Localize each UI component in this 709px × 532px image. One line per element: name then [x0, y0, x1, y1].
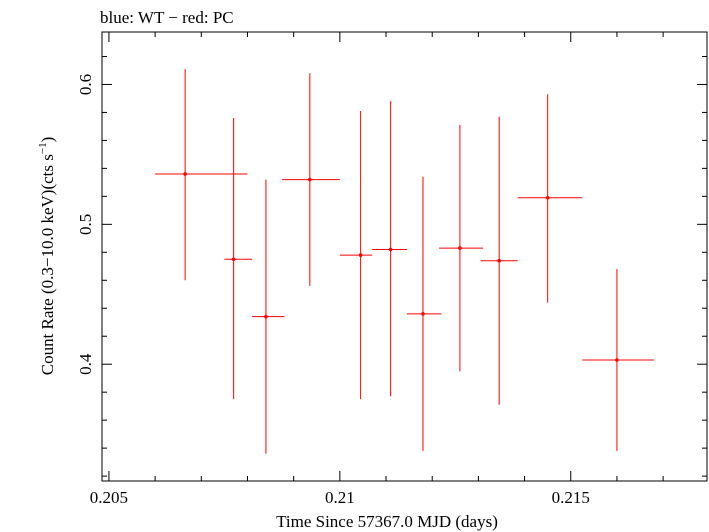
- y-axis-label-superscript: −1: [37, 142, 49, 154]
- point-marker: [545, 195, 550, 200]
- point-marker: [458, 246, 462, 250]
- data-point: [480, 116, 518, 405]
- point-marker: [497, 258, 501, 263]
- point-marker: [264, 314, 268, 319]
- y-axis-label-end: ): [38, 137, 57, 143]
- data-point: [439, 125, 484, 372]
- point-marker: [231, 257, 236, 262]
- plot-frame: [101, 31, 708, 482]
- data-point: [224, 118, 253, 400]
- point-marker: [388, 247, 393, 252]
- y-axis-label-main: Count Rate (0.3−10.0 keV)(cts s: [38, 154, 57, 375]
- point-marker: [308, 177, 312, 182]
- y-tick-label: 0.5: [76, 214, 95, 235]
- axis-ticks: [102, 32, 707, 481]
- data-point: [252, 179, 285, 454]
- data-point: [582, 269, 654, 451]
- point-marker: [358, 253, 363, 257]
- data-point: [517, 94, 583, 303]
- x-axis-label: Time Since 57367.0 MJD (days): [276, 512, 498, 531]
- data-point: [372, 101, 407, 397]
- data-points: [155, 69, 654, 454]
- point-marker: [183, 172, 187, 176]
- point-marker: [615, 358, 619, 362]
- x-tick-label: 0.21: [325, 488, 355, 507]
- data-point: [155, 69, 248, 281]
- x-tick-label: 0.215: [552, 488, 590, 507]
- x-tick-labels: 0.205 0.21 0.215: [90, 488, 590, 507]
- x-tick-label: 0.205: [90, 488, 128, 507]
- data-point: [282, 73, 340, 286]
- y-tick-labels: 0.4 0.5 0.6: [76, 74, 95, 375]
- y-tick-label: 0.6: [76, 74, 95, 95]
- y-tick-label: 0.4: [76, 353, 95, 375]
- chart-title: blue: WT − red: PC: [100, 8, 234, 27]
- data-point: [406, 176, 442, 451]
- y-axis-label: Count Rate (0.3−10.0 keV)(cts s−1): [37, 137, 57, 376]
- point-marker: [421, 312, 425, 316]
- data-point: [339, 111, 373, 400]
